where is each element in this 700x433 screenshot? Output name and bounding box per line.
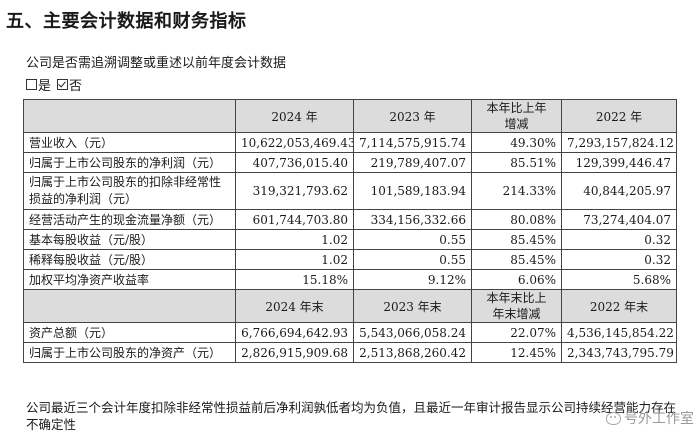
table-cell: 80.08% (471, 209, 562, 230)
table-cell: 0.55 (353, 249, 472, 270)
watermark: 号外工作室 (606, 408, 694, 428)
table-cell: 85.45% (471, 229, 562, 250)
row-label: 加权平均净资产收益率 (23, 269, 236, 290)
row-label: 归属于上市公司股东的净资产（元） (23, 342, 236, 363)
header-cell (23, 99, 236, 133)
table-header-row: 2024 年末 2023 年末 本年末比上 年末增减 2022 年末 (23, 289, 677, 323)
option-yes-label: 是 (38, 79, 52, 94)
table-row: 归属于上市公司股东的扣除非经常性损益的净利润（元） 319,321,793.62… (23, 172, 677, 210)
table-cell: 214.33% (471, 172, 562, 210)
header-change-line: 本年末比上 (486, 291, 547, 305)
table-row: 稀释每股收益（元/股） 1.02 0.55 85.45% 0.32 (23, 249, 677, 270)
header-change-line: 增减 (504, 117, 529, 131)
row-label: 营业收入（元） (23, 132, 236, 153)
row-label: 经营活动产生的现金流量净额（元） (23, 209, 236, 230)
table-cell: 6,766,694,642.93 (235, 322, 354, 343)
table-row: 经营活动产生的现金流量净额（元） 601,744,703.80 334,156,… (23, 209, 677, 230)
table-cell: 2,826,915,909.68 (235, 342, 354, 363)
table-row: 加权平均净资产收益率 15.18% 9.12% 6.06% 5.68% (23, 269, 677, 290)
restatement-options: 是 否 (26, 75, 86, 94)
table-cell: 319,321,793.62 (235, 172, 354, 210)
watermark-text: 号外工作室 (624, 411, 694, 427)
financial-indicators-table: 2024 年 2023 年 本年比上年 增减 2022 年 营业收入（元） 10… (23, 99, 677, 363)
table-cell: 7,114,575,915.74 (353, 132, 472, 153)
table-cell: 0.32 (561, 229, 677, 250)
table-cell: 22.07% (471, 322, 562, 343)
table-row: 归属于上市公司股东的净资产（元） 2,826,915,909.68 2,513,… (23, 342, 677, 363)
table-cell: 1.02 (235, 229, 354, 250)
table-cell: 40,844,205.97 (561, 172, 677, 210)
row-label: 归属于上市公司股东的净利润（元） (23, 152, 236, 173)
table-cell: 12.45% (471, 342, 562, 363)
header-cell (23, 289, 236, 323)
row-label: 归属于上市公司股东的扣除非经常性损益的净利润（元） (23, 172, 236, 210)
table-cell: 407,736,015.40 (235, 152, 354, 173)
option-no[interactable]: 否 (57, 75, 82, 94)
table-cell: 49.30% (471, 132, 562, 153)
header-cell: 2022 年末 (561, 289, 677, 323)
restatement-question: 公司是否需追溯调整或重述以前年度会计数据 (26, 56, 287, 71)
table-cell: 601,744,703.80 (235, 209, 354, 230)
section-title: 五、主要会计数据和财务指标 (6, 11, 247, 32)
table-cell: 334,156,332.66 (353, 209, 472, 230)
table-cell: 101,589,183.94 (353, 172, 472, 210)
row-label: 稀释每股收益（元/股） (23, 249, 236, 270)
table-cell: 9.12% (353, 269, 472, 290)
table-cell: 85.51% (471, 152, 562, 173)
table-cell: 5,543,066,058.24 (353, 322, 472, 343)
row-label: 资产总额（元） (23, 322, 236, 343)
header-cell: 2022 年 (561, 99, 677, 133)
table-cell: 0.55 (353, 229, 472, 250)
header-cell: 2024 年末 (235, 289, 354, 323)
header-change-line: 本年比上年 (486, 101, 547, 115)
header-change-line: 年末增减 (492, 307, 541, 321)
table-row: 基本每股收益（元/股） 1.02 0.55 85.45% 0.32 (23, 229, 677, 250)
weibo-icon (606, 411, 621, 425)
table-row: 营业收入（元） 10,622,053,469.43 7,114,575,915.… (23, 132, 677, 153)
option-no-label: 否 (69, 79, 83, 94)
table-cell: 10,622,053,469.43 (235, 132, 354, 153)
table-header-row: 2024 年 2023 年 本年比上年 增减 2022 年 (23, 99, 677, 133)
table-cell: 5.68% (561, 269, 677, 290)
checkbox-unchecked-icon[interactable] (26, 79, 37, 90)
header-cell: 本年末比上 年末增减 (471, 289, 562, 323)
checkbox-checked-icon[interactable] (57, 79, 69, 90)
table-cell: 1.02 (235, 249, 354, 270)
footnote: 公司最近三个会计年度扣除非经常性损益前后净利润孰低者均为负值，且最近一年审计报告… (26, 400, 677, 432)
table-cell: 6.06% (471, 269, 562, 290)
option-yes[interactable]: 是 (26, 75, 51, 94)
table-cell: 0.32 (561, 249, 677, 270)
table-cell: 4,536,145,854.22 (561, 322, 677, 343)
header-cell: 2023 年 (353, 99, 472, 133)
table-cell: 73,274,404.07 (561, 209, 677, 230)
table-cell: 219,789,407.07 (353, 152, 472, 173)
table-cell: 15.18% (235, 269, 354, 290)
table-row: 归属于上市公司股东的净利润（元） 407,736,015.40 219,789,… (23, 152, 677, 173)
table-cell: 2,513,868,260.42 (353, 342, 472, 363)
table-row: 资产总额（元） 6,766,694,642.93 5,543,066,058.2… (23, 322, 677, 343)
table-cell: 7,293,157,824.12 (561, 132, 677, 153)
row-label: 基本每股收益（元/股） (23, 229, 236, 250)
table-cell: 85.45% (471, 249, 562, 270)
table-cell: 129,399,446.47 (561, 152, 677, 173)
header-cell: 2024 年 (235, 99, 354, 133)
header-cell: 本年比上年 增减 (471, 99, 562, 133)
header-cell: 2023 年末 (353, 289, 472, 323)
table-cell: 2,343,743,795.79 (561, 342, 677, 363)
